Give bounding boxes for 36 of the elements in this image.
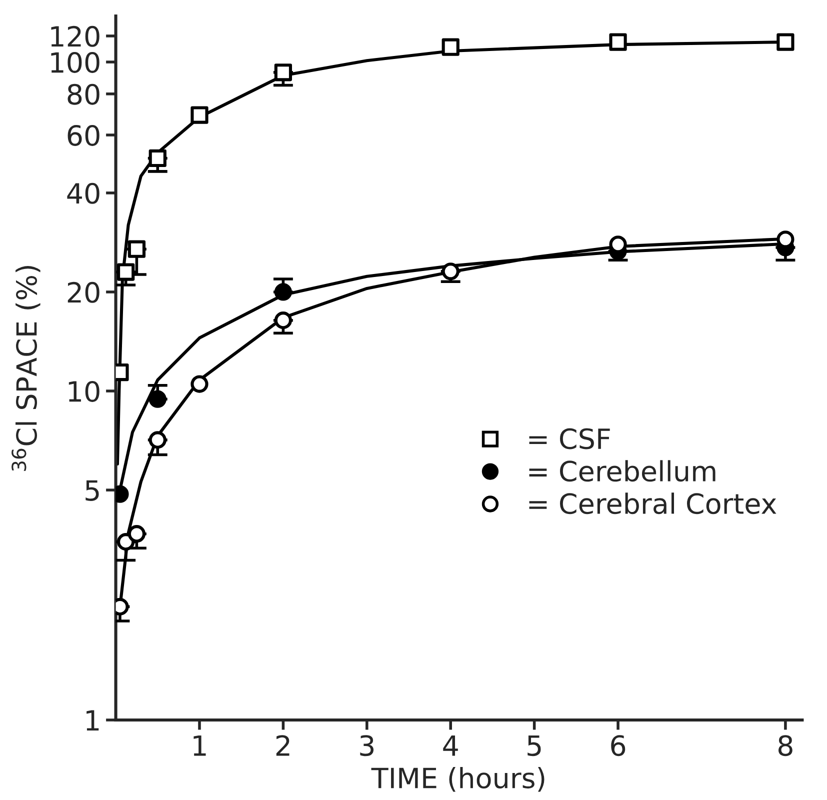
x-axis-title: TIME (hours) xyxy=(371,767,544,792)
legend-label: = CSF xyxy=(529,428,610,450)
point xyxy=(274,64,292,82)
point xyxy=(190,375,208,393)
point xyxy=(128,525,146,543)
point xyxy=(128,240,146,258)
x-tick-label: 8 xyxy=(778,735,792,756)
point xyxy=(776,33,794,51)
x-tick-label: 1 xyxy=(194,735,206,756)
y-tick-label: 5 xyxy=(86,480,99,501)
y-tick-label: 10 xyxy=(68,380,100,402)
legend-label: = Cerebral Cortex xyxy=(529,492,776,514)
x-tick-label: 5 xyxy=(528,735,541,756)
point xyxy=(117,533,135,551)
point xyxy=(442,38,460,56)
y-tick-label: 40 xyxy=(67,182,100,204)
y-axis-title: $^{36}$Cl SPACE (%) xyxy=(12,266,40,471)
point xyxy=(148,390,166,408)
y-tick-label: 20 xyxy=(68,282,100,303)
point xyxy=(148,149,166,168)
point xyxy=(190,106,208,124)
y-tick-label: 80 xyxy=(68,84,100,105)
legend-label: = Cerebellum xyxy=(529,460,716,482)
x-tick-label: 6 xyxy=(611,735,626,756)
point xyxy=(442,262,460,280)
x-tick-label: 2 xyxy=(276,735,290,756)
point xyxy=(274,312,292,330)
x-tick-label: 4 xyxy=(443,735,458,756)
y-tick-label: 60 xyxy=(68,124,100,146)
y-tick-label: 100 xyxy=(51,52,100,73)
point xyxy=(609,33,627,51)
point xyxy=(148,431,166,449)
x-tick-label: 3 xyxy=(360,735,374,756)
point xyxy=(274,283,292,301)
y-tick-label: 1 xyxy=(86,710,99,731)
y-tick-label: 120 xyxy=(51,26,100,47)
